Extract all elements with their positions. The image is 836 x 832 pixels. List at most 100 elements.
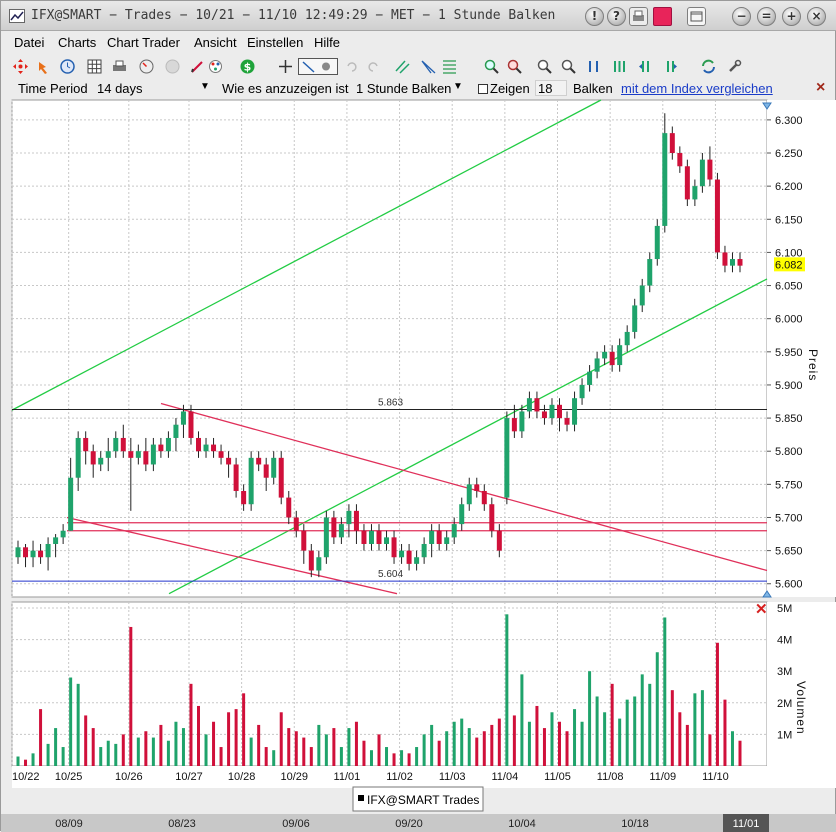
- clock-icon[interactable]: [59, 58, 76, 75]
- candle-up: [624, 331, 630, 346]
- candle-down: [684, 166, 690, 200]
- candle-up: [203, 444, 209, 452]
- scroll-left-icon[interactable]: [637, 58, 654, 75]
- gauge-icon[interactable]: [138, 58, 155, 75]
- restore-icon[interactable]: =: [757, 7, 776, 26]
- compare-index-link[interactable]: mit dem Index vergleichen: [621, 81, 773, 96]
- down-channel-upper-line: [160, 402, 768, 572]
- candle-down: [496, 530, 502, 551]
- candle-up: [444, 537, 450, 544]
- zoom-range-icon[interactable]: [536, 58, 553, 75]
- volume-bar: [347, 728, 351, 766]
- candle-up: [346, 510, 352, 525]
- candle-down: [218, 451, 224, 458]
- candle-down: [241, 490, 247, 505]
- volume-bar: [302, 737, 306, 766]
- menu-datei[interactable]: Datei: [14, 35, 45, 50]
- scroll-right-icon[interactable]: [662, 58, 679, 75]
- volume-bar: [369, 750, 373, 766]
- price-tick-label: 6.000: [775, 314, 803, 326]
- price-tick-label: 6.200: [775, 181, 803, 193]
- price-tick-label: 5.600: [775, 579, 803, 591]
- bars-narrow-icon[interactable]: [585, 58, 602, 75]
- zoom-out-icon[interactable]: [506, 58, 523, 75]
- x-tick-label: 10/26: [115, 771, 143, 783]
- volume-bar: [257, 724, 261, 766]
- dollar-icon[interactable]: $: [239, 58, 256, 75]
- candle-up: [639, 285, 645, 306]
- history-date-label: 09/06: [282, 818, 310, 830]
- price-axis-title: Preis: [806, 349, 820, 381]
- volume-bar: [738, 740, 742, 766]
- pencil-icon[interactable]: [189, 58, 206, 75]
- display-select[interactable]: 1 Stunde Balken ▼: [356, 81, 467, 96]
- channel-icon[interactable]: [394, 58, 411, 75]
- volume-bar: [558, 721, 561, 766]
- volume-bar: [663, 617, 667, 766]
- crosshair-move-icon[interactable]: [12, 58, 29, 75]
- menu-charts[interactable]: Charts: [58, 35, 97, 50]
- legend-box: [352, 786, 484, 812]
- volume-bar: [580, 721, 584, 766]
- candle-up: [729, 259, 735, 266]
- maximize-icon[interactable]: +: [782, 7, 801, 26]
- candle-up: [180, 411, 186, 425]
- x-tick-label: 11/10: [702, 771, 729, 783]
- close-icon[interactable]: ×: [807, 7, 826, 26]
- show-checkbox[interactable]: Zeigen: [478, 81, 530, 96]
- menu-einstellen[interactable]: Einstellen: [247, 35, 304, 50]
- candle-up: [15, 547, 21, 558]
- print-icon[interactable]: [629, 7, 648, 26]
- bars-wide-icon[interactable]: [611, 58, 628, 75]
- wrench-icon[interactable]: [726, 58, 743, 75]
- volume-tick-label: 4M: [777, 635, 792, 647]
- candle-down: [669, 133, 675, 154]
- detach-icon[interactable]: [687, 7, 706, 26]
- volume-bar: [69, 677, 73, 766]
- trendline-tool-icon[interactable]: [298, 58, 338, 75]
- fib-icon[interactable]: [441, 58, 458, 75]
- undo-icon[interactable]: [343, 58, 360, 75]
- palette-icon[interactable]: [207, 58, 224, 75]
- candle-up: [68, 477, 74, 531]
- candle-down: [737, 259, 743, 266]
- current-price-marker: [774, 257, 805, 272]
- volume-bar: [415, 747, 419, 766]
- close-options-icon[interactable]: ×: [816, 79, 826, 96]
- refresh-icon[interactable]: [700, 58, 717, 75]
- menu-chart-trader[interactable]: Chart Trader: [107, 35, 180, 50]
- history-date-label: 09/20: [395, 818, 423, 830]
- hand-icon[interactable]: [36, 58, 53, 75]
- candle-up: [579, 384, 585, 399]
- help-icon[interactable]: ?: [607, 7, 626, 26]
- history-date-label: 08/09: [55, 818, 83, 830]
- stop-icon[interactable]: [164, 58, 181, 75]
- volume-tick-label: 5M: [777, 603, 792, 615]
- candle-down: [293, 517, 299, 531]
- printer-icon[interactable]: [111, 58, 128, 75]
- redo-icon[interactable]: [365, 58, 382, 75]
- grid-icon[interactable]: [86, 58, 103, 75]
- zoom-fit-icon[interactable]: [560, 58, 577, 75]
- title-bar[interactable]: IFX@SMART − Trades − 10/21 − 11/10 12:49…: [1, 1, 836, 31]
- menu-ansicht[interactable]: Ansicht: [194, 35, 237, 50]
- crosshair-icon[interactable]: [277, 58, 294, 75]
- volume-bar: [505, 614, 509, 766]
- menu-hilfe[interactable]: Hilfe: [314, 35, 341, 50]
- fan-icon[interactable]: [420, 58, 437, 75]
- candle-up: [662, 133, 668, 226]
- candle-down: [534, 398, 540, 412]
- time-period-select[interactable]: 14 days ▼: [97, 81, 214, 96]
- zoom-in-icon[interactable]: [483, 58, 500, 75]
- volume-bar: [588, 671, 592, 766]
- candle-down: [188, 411, 194, 438]
- volume-bar: [460, 718, 464, 766]
- candle-down: [714, 179, 720, 253]
- volume-bar: [407, 753, 411, 766]
- info-icon[interactable]: !: [585, 7, 604, 26]
- pane-bottom-handle-icon: [762, 590, 772, 598]
- minimize-icon[interactable]: −: [732, 7, 751, 26]
- bars-count-input[interactable]: 18: [535, 80, 567, 96]
- cube-icon[interactable]: [653, 7, 672, 26]
